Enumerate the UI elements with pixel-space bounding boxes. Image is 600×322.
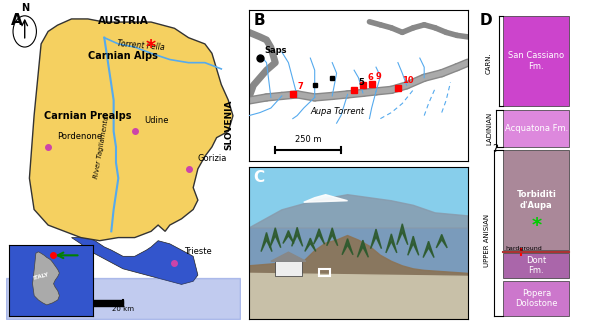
- Text: Carnian Alps: Carnian Alps: [88, 52, 158, 62]
- Polygon shape: [292, 227, 302, 246]
- Text: ?: ?: [492, 144, 498, 154]
- Text: Udine: Udine: [144, 116, 169, 125]
- Polygon shape: [249, 236, 468, 319]
- Bar: [249, 167, 468, 228]
- Polygon shape: [314, 229, 325, 244]
- Text: 5: 5: [359, 78, 364, 87]
- Text: N: N: [20, 3, 29, 13]
- Text: River Tagliamento: River Tagliamento: [94, 115, 110, 179]
- Text: 0: 0: [46, 306, 50, 312]
- Text: Carnian Prealps: Carnian Prealps: [44, 111, 131, 121]
- Text: 20 km: 20 km: [112, 306, 134, 312]
- Polygon shape: [358, 240, 368, 257]
- Polygon shape: [283, 231, 294, 243]
- Text: Pordenone: Pordenone: [58, 132, 103, 141]
- Polygon shape: [397, 224, 408, 245]
- Polygon shape: [249, 195, 468, 228]
- Polygon shape: [436, 234, 447, 248]
- Text: ITALY: ITALY: [32, 272, 49, 281]
- Polygon shape: [271, 252, 306, 261]
- Text: Saps: Saps: [265, 46, 287, 55]
- Bar: [503, 16, 569, 106]
- Polygon shape: [423, 241, 434, 258]
- Polygon shape: [249, 273, 468, 319]
- Text: hardground: hardground: [506, 246, 542, 251]
- Text: C: C: [253, 170, 265, 185]
- Text: 250 m: 250 m: [295, 135, 322, 144]
- Text: Torbiditi
d'Aupa: Torbiditi d'Aupa: [517, 190, 556, 210]
- Text: AUSTRIA: AUSTRIA: [98, 16, 148, 26]
- Text: A: A: [11, 13, 22, 28]
- Text: UPPER ANISIAN: UPPER ANISIAN: [484, 214, 490, 267]
- Text: B: B: [253, 13, 265, 28]
- Bar: [319, 269, 330, 276]
- Polygon shape: [304, 195, 347, 202]
- Text: San Cassiano
Fm.: San Cassiano Fm.: [508, 52, 565, 71]
- Polygon shape: [261, 232, 272, 251]
- Text: LADINIAN: LADINIAN: [486, 112, 492, 145]
- Text: 10: 10: [403, 76, 414, 85]
- Polygon shape: [305, 238, 316, 251]
- Polygon shape: [270, 228, 281, 248]
- Text: *: *: [532, 215, 541, 235]
- Text: Torrent Fella: Torrent Fella: [116, 39, 164, 52]
- Bar: [503, 281, 569, 316]
- Text: 10: 10: [81, 306, 90, 312]
- Text: *: *: [146, 38, 156, 57]
- Text: CARN.: CARN.: [486, 52, 492, 73]
- Text: D: D: [479, 13, 492, 28]
- Text: Gorizia: Gorizia: [198, 154, 227, 163]
- Polygon shape: [386, 234, 397, 253]
- Polygon shape: [342, 239, 353, 255]
- Polygon shape: [29, 19, 233, 241]
- Bar: [503, 253, 569, 278]
- Text: 9: 9: [376, 72, 382, 81]
- Text: Trieste: Trieste: [184, 247, 212, 256]
- Text: 6: 6: [367, 73, 373, 82]
- Polygon shape: [32, 252, 59, 305]
- Text: SLOVENIA: SLOVENIA: [224, 100, 233, 150]
- Polygon shape: [71, 238, 198, 284]
- Text: Popera
Dolostone: Popera Dolostone: [515, 289, 557, 308]
- Text: Aupa Torrent: Aupa Torrent: [310, 107, 364, 116]
- Bar: [275, 261, 302, 276]
- Polygon shape: [408, 236, 419, 255]
- Bar: [503, 109, 569, 147]
- Text: Acquatona Fm.: Acquatona Fm.: [505, 124, 568, 133]
- Bar: [503, 150, 569, 250]
- Text: Dont
Fm.: Dont Fm.: [526, 256, 547, 275]
- Polygon shape: [327, 228, 338, 246]
- Text: 7: 7: [297, 82, 303, 91]
- Polygon shape: [371, 229, 382, 249]
